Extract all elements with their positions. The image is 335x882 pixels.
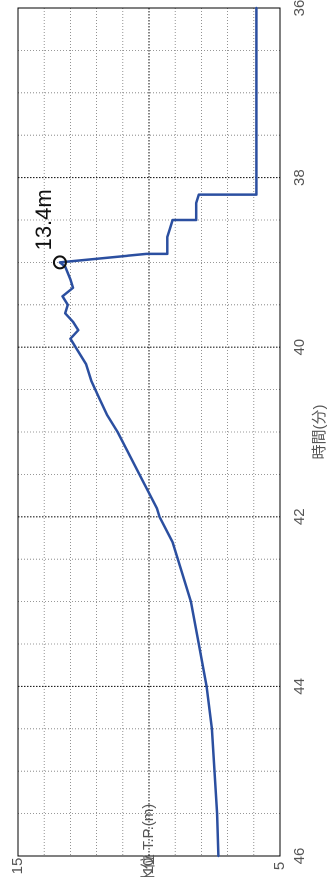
series-line — [58, 6, 258, 858]
x-tick-label: 36 — [291, 0, 308, 16]
y-tick-label: 10 — [140, 858, 157, 875]
y-tick-label: 5 — [271, 862, 288, 870]
x-tick-label: 40 — [291, 339, 308, 356]
peak-label: 13.4m — [31, 189, 56, 250]
y-tick-label: 15 — [9, 858, 26, 875]
x-tick-label: 38 — [291, 169, 308, 186]
peak-marker — [52, 255, 67, 270]
y-axis-title: 水位 T.P.(m) — [140, 804, 157, 877]
x-tick-label: 46 — [291, 848, 308, 865]
x-axis-title: 時間(分) — [311, 405, 328, 460]
x-tick-label: 44 — [291, 678, 308, 695]
plot-frame — [17, 7, 281, 857]
x-tick-label: 42 — [291, 508, 308, 525]
